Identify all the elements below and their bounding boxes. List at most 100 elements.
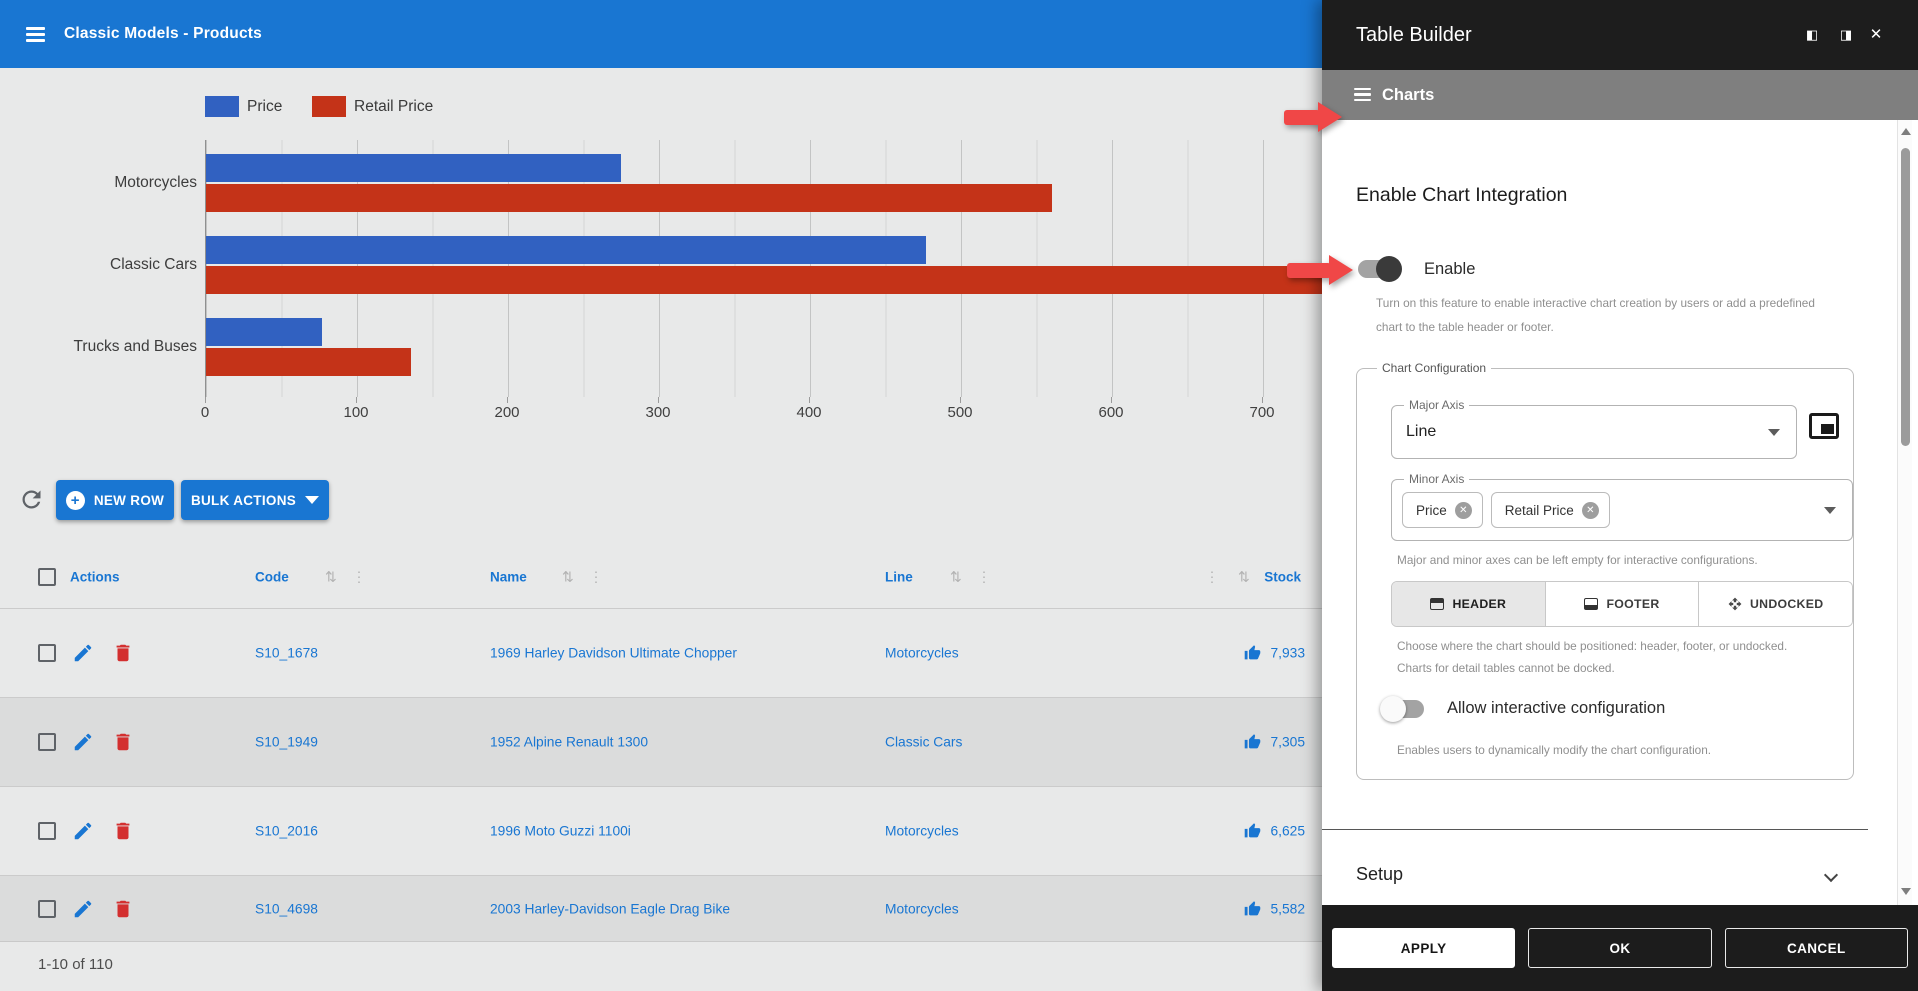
cell-line[interactable]: Classic Cars bbox=[885, 734, 963, 750]
minor-axis-select[interactable]: Minor Axis Price ✕ Retail Price ✕ bbox=[1391, 472, 1853, 541]
cell-stock: 5,582 bbox=[1270, 901, 1305, 916]
chart-axis-line bbox=[205, 140, 206, 397]
setup-label: Setup bbox=[1356, 864, 1404, 884]
cell-stock: 7,305 bbox=[1270, 734, 1305, 750]
cell-name[interactable]: 2003 Harley-Davidson Eagle Drag Bike bbox=[490, 901, 731, 916]
bar-price-classic-cars bbox=[206, 236, 926, 264]
cell-code[interactable]: S10_4698 bbox=[255, 901, 318, 916]
table-row: S10_2016 1996 Moto Guzzi 1100i Motorcycl… bbox=[0, 786, 1918, 875]
column-menu-icon-code[interactable]: ⋮ bbox=[352, 568, 366, 584]
category-label-motorcycles: Motorcycles bbox=[114, 174, 197, 191]
cell-line[interactable]: Motorcycles bbox=[885, 823, 959, 839]
thumb-up-icon[interactable] bbox=[1244, 734, 1261, 751]
scrollbar-thumb[interactable] bbox=[1901, 148, 1910, 446]
apply-button[interactable]: APPLY bbox=[1332, 928, 1516, 968]
table-footer: 1-10 of 110 bbox=[0, 941, 1918, 991]
edit-icon[interactable] bbox=[72, 820, 94, 842]
page-title: Classic Models - Products bbox=[64, 25, 262, 42]
sort-icon-name[interactable]: ⇅ bbox=[562, 568, 574, 584]
thumb-up-icon[interactable] bbox=[1244, 900, 1261, 917]
cell-name[interactable]: 1952 Alpine Renault 1300 bbox=[490, 734, 649, 750]
cell-line[interactable]: Motorcycles bbox=[885, 901, 959, 916]
menu-icon[interactable] bbox=[26, 27, 45, 42]
price-legend-swatch bbox=[205, 96, 239, 117]
section-header-charts[interactable]: Charts bbox=[1322, 70, 1918, 120]
dock-right-icon[interactable]: ◨ bbox=[1839, 27, 1853, 42]
column-header-code[interactable]: Code bbox=[255, 569, 289, 584]
remove-chip-icon[interactable]: ✕ bbox=[1581, 501, 1599, 519]
edit-icon[interactable] bbox=[72, 898, 94, 920]
legend-item-retail-price[interactable]: Retail Price bbox=[312, 96, 433, 117]
delete-icon[interactable] bbox=[112, 731, 134, 753]
row-checkbox[interactable] bbox=[38, 644, 56, 662]
bulk-actions-button[interactable]: BULK ACTIONS bbox=[181, 480, 329, 520]
cell-name[interactable]: 1996 Moto Guzzi 1100i bbox=[490, 823, 631, 839]
column-header-line[interactable]: Line bbox=[885, 569, 913, 584]
new-row-button[interactable]: + NEW ROW bbox=[56, 480, 174, 520]
position-help-line1: Choose where the chart should be positio… bbox=[1397, 639, 1788, 653]
sort-icon-stock[interactable]: ⇅ bbox=[1238, 568, 1250, 584]
retail-price-legend-label: Retail Price bbox=[354, 97, 434, 115]
cell-code[interactable]: S10_2016 bbox=[255, 823, 318, 839]
cell-line[interactable]: Motorcycles bbox=[885, 645, 959, 661]
cell-stock: 7,933 bbox=[1270, 645, 1305, 661]
row-checkbox[interactable] bbox=[38, 899, 56, 918]
column-header-name[interactable]: Name bbox=[490, 569, 527, 584]
minor-axis-label: Minor Axis bbox=[1404, 472, 1470, 486]
position-undocked-button[interactable]: UNDOCKED bbox=[1698, 582, 1852, 626]
refresh-icon[interactable] bbox=[18, 486, 45, 513]
position-help-line2: Charts for detail tables cannot be docke… bbox=[1397, 661, 1615, 675]
enable-chart-integration-heading: Enable Chart Integration bbox=[1356, 184, 1568, 206]
dock-left-icon[interactable]: ◧ bbox=[1805, 27, 1819, 42]
scroll-down-icon[interactable] bbox=[1901, 888, 1911, 895]
bar-price-trucks-buses bbox=[206, 318, 322, 346]
row-checkbox[interactable] bbox=[38, 733, 56, 751]
column-menu-icon-line[interactable]: ⋮ bbox=[977, 568, 991, 584]
close-icon[interactable]: ✕ bbox=[1869, 26, 1883, 43]
bar-retail-trucks-buses bbox=[206, 348, 411, 376]
enable-toggle[interactable] bbox=[1358, 256, 1402, 282]
caret-down-icon bbox=[305, 496, 320, 504]
enable-toggle-label: Enable bbox=[1424, 260, 1476, 278]
chart-preview-icon[interactable] bbox=[1809, 413, 1839, 439]
major-axis-select[interactable]: Major Axis Line bbox=[1391, 398, 1797, 459]
sort-icon-line[interactable]: ⇅ bbox=[950, 568, 962, 584]
price-legend-label: Price bbox=[247, 97, 283, 115]
panel-title: Table Builder bbox=[1356, 24, 1472, 46]
bar-retail-motorcycles bbox=[206, 184, 1052, 212]
thumb-up-icon[interactable] bbox=[1244, 645, 1261, 662]
major-axis-value: Line bbox=[1406, 423, 1437, 440]
edit-icon[interactable] bbox=[72, 642, 94, 664]
cell-stock: 6,625 bbox=[1270, 823, 1305, 839]
cell-name[interactable]: 1969 Harley Davidson Ultimate Chopper bbox=[490, 645, 737, 661]
scroll-up-icon[interactable] bbox=[1901, 128, 1911, 135]
major-axis-label: Major Axis bbox=[1404, 398, 1470, 412]
thumb-up-icon[interactable] bbox=[1244, 823, 1261, 840]
cancel-button[interactable]: CANCEL bbox=[1724, 928, 1908, 968]
edit-icon[interactable] bbox=[72, 731, 94, 753]
panel-titlebar: Table Builder ◧ ◨ ✕ bbox=[1322, 0, 1918, 70]
x-tick-100: 100 bbox=[343, 404, 369, 421]
x-tick-500: 500 bbox=[947, 404, 973, 421]
sort-icon-code[interactable]: ⇅ bbox=[325, 568, 337, 584]
row-checkbox[interactable] bbox=[38, 822, 56, 840]
delete-icon[interactable] bbox=[112, 820, 134, 842]
delete-icon[interactable] bbox=[112, 642, 134, 664]
footer-position-icon bbox=[1584, 598, 1599, 610]
section-label: Charts bbox=[1382, 86, 1435, 104]
legend-item-price[interactable]: Price bbox=[205, 96, 282, 117]
table-row: S10_1678 1969 Harley Davidson Ultimate C… bbox=[0, 608, 1918, 697]
delete-icon[interactable] bbox=[112, 898, 134, 920]
column-menu-icon-stock[interactable]: ⋮ bbox=[1205, 568, 1219, 584]
ok-button[interactable]: OK bbox=[1528, 928, 1712, 968]
interactive-config-toggle[interactable] bbox=[1380, 696, 1424, 722]
column-header-stock[interactable]: Stock bbox=[1264, 569, 1301, 584]
cell-code[interactable]: S10_1949 bbox=[255, 734, 318, 750]
select-all-checkbox[interactable] bbox=[38, 567, 56, 586]
chevron-down-icon bbox=[1823, 867, 1839, 883]
position-header-button[interactable]: HEADER bbox=[1392, 582, 1545, 626]
cell-code[interactable]: S10_1678 bbox=[255, 645, 318, 661]
position-footer-button[interactable]: FOOTER bbox=[1544, 582, 1699, 626]
remove-chip-icon[interactable]: ✕ bbox=[1454, 501, 1472, 519]
column-menu-icon-name[interactable]: ⋮ bbox=[589, 568, 603, 584]
